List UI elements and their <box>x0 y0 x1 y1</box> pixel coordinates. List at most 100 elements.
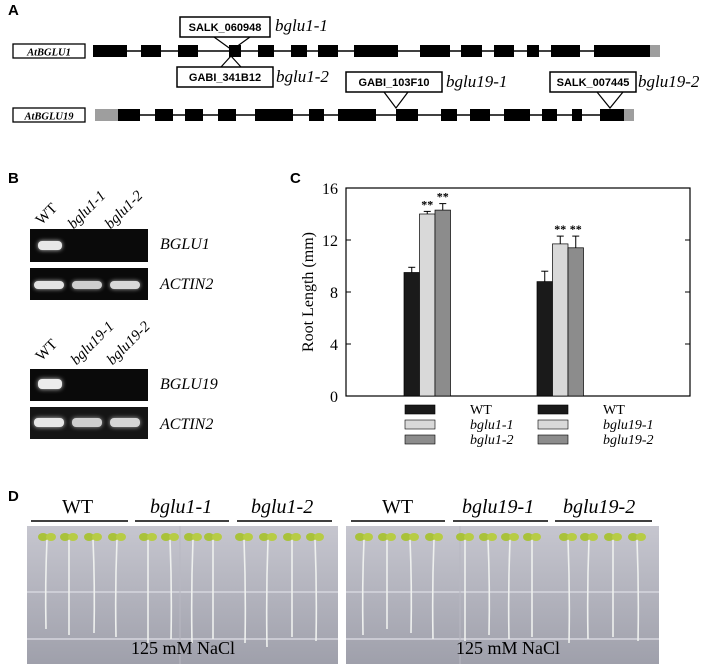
seedling-leaf <box>267 533 277 541</box>
seedling-leaf <box>604 533 614 541</box>
utr3-bglu19 <box>624 109 634 121</box>
seedling-leaf <box>487 533 497 541</box>
seedling-root <box>169 538 173 640</box>
plate-label-bglu1-1: bglu1-1 <box>150 496 213 518</box>
seedling-leaf <box>612 533 622 541</box>
seedling-leaf <box>409 533 419 541</box>
seedling-leaf <box>169 533 179 541</box>
exons-bglu19 <box>118 109 624 121</box>
plate-label-bglu19-1: bglu19-1 <box>462 496 535 518</box>
legend-label: bglu1-1 <box>470 418 514 433</box>
plate-label-wt-right: WT <box>382 496 414 518</box>
seedling-leaf <box>243 533 253 541</box>
bar <box>567 247 584 397</box>
gene-label-bglu1: AtBGLU1 <box>26 48 71 59</box>
gel-band-actin-bglu1-2 <box>110 281 140 289</box>
seedling-leaf <box>192 533 202 541</box>
seedling-leaf <box>386 533 396 541</box>
significance-marker: ** <box>421 197 433 211</box>
gel-band-actin-wt <box>34 281 64 289</box>
insert-marker-gabi103f10 <box>383 91 409 109</box>
seedling-leaf <box>283 533 293 541</box>
insert-label-gabi103f10: GABI_103F10 <box>359 77 430 89</box>
gel-bglu1 <box>30 229 148 262</box>
plate-right <box>346 526 659 664</box>
legend-label: bglu19-1 <box>603 418 654 433</box>
lane-label-wt-bottom: WT <box>32 336 61 365</box>
seedling-root <box>114 538 118 638</box>
legend-swatch <box>537 419 569 430</box>
seedling-leaf <box>68 533 78 541</box>
exons-bglu1 <box>93 45 650 57</box>
bar <box>434 209 451 397</box>
panel-letter-a: A <box>8 2 19 19</box>
gene-label-box-bglu1 <box>12 43 86 59</box>
seedling-leaf <box>60 533 70 541</box>
plate-label-wt-left: WT <box>62 496 94 518</box>
plate-label-bglu1-2: bglu1-2 <box>251 496 314 518</box>
legend-label: WT <box>603 403 625 418</box>
insert-box-salk007445 <box>549 71 637 93</box>
seedling-root <box>361 538 365 636</box>
chart-bars: ** ** ** ** <box>403 190 584 397</box>
seedling-leaf <box>479 533 489 541</box>
gene-structure-diagram: AtBGLU1 SALK_060948 bglu1-1 GABI_341B12 … <box>12 16 700 123</box>
seedling-leaf <box>92 533 102 541</box>
seedling-leaf <box>108 533 118 541</box>
insert-box-gabi341b12 <box>176 66 274 88</box>
utr-bglu1 <box>650 45 660 57</box>
seedling-leaf <box>147 533 157 541</box>
insert-marker-gabi341b12 <box>220 55 242 68</box>
chart-axes: 0 4 8 12 16 Root Length (mm) <box>300 181 691 406</box>
seedling-leaf <box>38 533 48 541</box>
legend-swatch <box>404 434 436 445</box>
seedling-leaf <box>501 533 511 541</box>
panel-letter-b: B <box>8 170 19 187</box>
seedling-leaf <box>401 533 411 541</box>
y-tick-label: 12 <box>322 233 338 250</box>
gel-label-actin2-top: ACTIN2 <box>160 276 214 293</box>
seedling-root <box>431 538 435 640</box>
seedling-root <box>44 538 48 630</box>
significance-marker: ** <box>570 222 582 236</box>
seedling-leaf <box>559 533 569 541</box>
plate-left <box>27 526 338 664</box>
panel-letter-d: D <box>8 488 19 505</box>
seedling-leaf <box>355 533 365 541</box>
gel-bglu19 <box>30 369 148 401</box>
legend-swatch <box>537 404 569 415</box>
seedling-root <box>314 538 318 642</box>
seedling-leaf <box>291 533 301 541</box>
lane-label-wt-top: WT <box>32 200 61 229</box>
utr5-bglu19 <box>95 109 118 121</box>
seedling-root <box>190 538 194 644</box>
seedling-leaf <box>433 533 443 541</box>
gel-actin2-top <box>30 268 148 300</box>
gel-label-bglu19: BGLU19 <box>160 376 218 393</box>
seedling-leaf <box>531 533 541 541</box>
allele-label-bglu1-2: bglu1-2 <box>276 67 329 86</box>
gel-actin2-bottom <box>30 407 148 439</box>
lane-label-bglu1-2: bglu1-2 <box>101 187 147 233</box>
y-tick-label: 0 <box>330 389 338 406</box>
lane-label-bglu1-1: bglu1-1 <box>64 187 110 233</box>
legend-label: bglu1-2 <box>470 433 514 448</box>
bar <box>419 213 436 397</box>
bar <box>403 272 420 397</box>
seedling-leaf <box>161 533 171 541</box>
gel-band-actin-wt-2 <box>34 418 64 427</box>
gel-band-bglu1-wt <box>38 241 62 250</box>
seedling-leaf <box>116 533 126 541</box>
gene-label-bglu19: AtBGLU19 <box>23 112 74 123</box>
treatment-label-left: 125 mM NaCl <box>131 638 236 658</box>
seedling-leaf <box>235 533 245 541</box>
seedling-leaf <box>580 533 590 541</box>
allele-label-bglu19-2: bglu19-2 <box>638 72 700 91</box>
treatment-label-right: 125 mM NaCl <box>456 638 561 658</box>
legend-swatch <box>404 419 436 430</box>
significance-marker: ** <box>437 190 449 204</box>
allele-label-bglu1-1: bglu1-1 <box>275 16 328 35</box>
seedlings <box>38 533 646 648</box>
seedling-leaf <box>363 533 373 541</box>
